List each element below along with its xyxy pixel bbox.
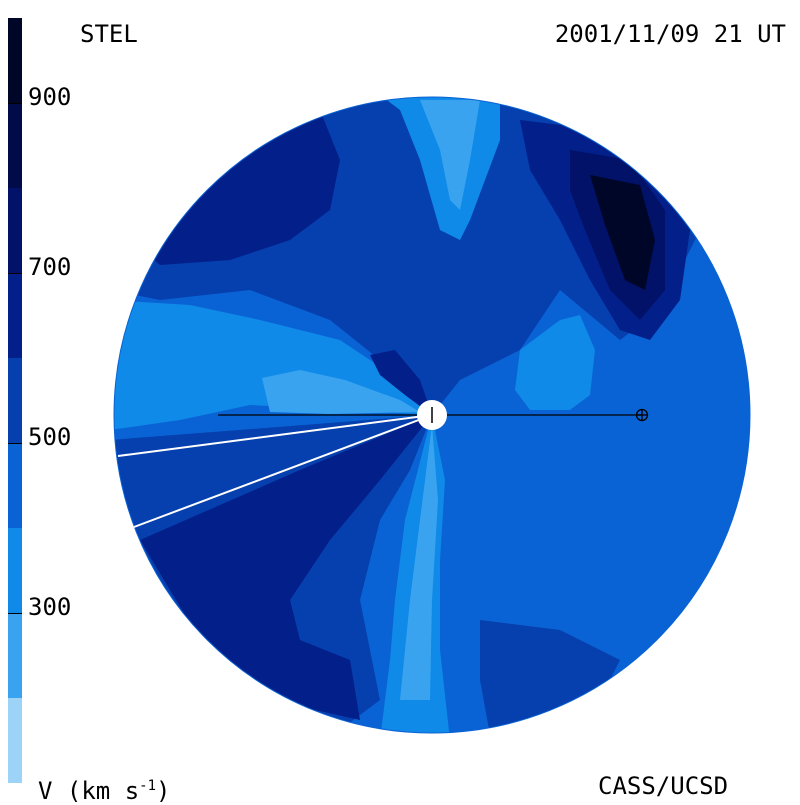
colorbar-tick-label: 500 — [28, 423, 72, 451]
credit-label: CASS/UCSD — [598, 772, 729, 800]
colorbar-tick-mark — [8, 443, 22, 444]
colorbar-band-1 — [8, 613, 22, 698]
unit-prefix: V (km s — [38, 777, 140, 805]
colorbar-tick-mark — [8, 103, 22, 104]
colorbar-tick-label: 700 — [28, 253, 72, 281]
source-label: STEL — [80, 20, 138, 48]
unit-suffix: ) — [156, 777, 171, 805]
colorbar-band-4 — [8, 358, 22, 443]
region-south-lighter-core — [400, 425, 438, 700]
timestamp-label: 2001/11/09 21 UT — [554, 20, 786, 48]
colorbar-band-6 — [8, 188, 22, 273]
region-north-east-darkest — [590, 175, 655, 290]
region-near-sun-dark — [370, 350, 432, 415]
data-gap-line-2 — [133, 414, 433, 528]
colorbar-band-5 — [8, 273, 22, 358]
region-west-lighter-core — [262, 370, 420, 414]
colorbar-band-2 — [8, 528, 22, 613]
colorbar-tick-mark — [8, 613, 22, 614]
colorbar-band-0 — [8, 698, 22, 783]
velocity-unit-label: V (km s-1) — [38, 774, 170, 803]
colorbar-band-8 — [8, 18, 22, 103]
disk-outline — [113, 96, 751, 734]
colorbar-tick-label: 900 — [28, 83, 72, 111]
colorbar-tick-mark — [8, 273, 22, 274]
colorbar-band-3 — [8, 443, 22, 528]
region-north-lighter-core — [420, 100, 480, 210]
velocity-colorbar — [8, 18, 22, 783]
data-gap-line-1 — [117, 414, 433, 457]
region-east-light-bubble — [515, 315, 595, 410]
earth-icon — [635, 408, 649, 422]
colorbar-tick-label: 300 — [28, 593, 72, 621]
unit-superscript: -1 — [139, 778, 157, 794]
colorbar-band-7 — [8, 103, 22, 188]
region-south-west-dark — [140, 415, 432, 720]
